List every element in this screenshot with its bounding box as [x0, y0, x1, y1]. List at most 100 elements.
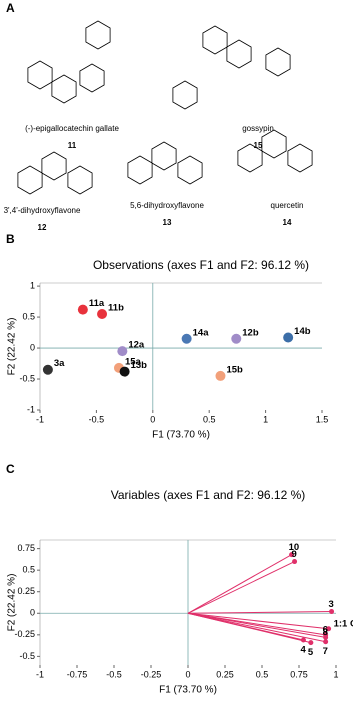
panel-label: B: [6, 232, 15, 246]
x-tick-label: -1: [36, 414, 44, 424]
vector-tip: [329, 609, 335, 615]
vector-label: 7: [323, 646, 328, 657]
ring: [177, 155, 203, 185]
point: [97, 308, 108, 319]
vector-tip: [292, 559, 298, 565]
compound-name: (-)-epigallocatechin gallate: [25, 124, 119, 133]
ring: [287, 143, 313, 173]
compound-name: 3',4'-dihydroxyflavone: [4, 206, 81, 215]
y-tick-label: 0.25: [17, 586, 35, 596]
ring: [51, 74, 77, 104]
point-label: 3a: [54, 358, 65, 369]
y-tick-label: -0.5: [19, 373, 35, 383]
vector: [187, 561, 295, 614]
vector: [187, 612, 311, 644]
point-label: 11b: [108, 302, 124, 313]
point: [181, 333, 192, 344]
vector-label: 6: [323, 624, 328, 635]
compound-number: 15: [254, 141, 263, 150]
vector-tip: [323, 634, 329, 640]
y-tick-label: 0.5: [22, 565, 35, 575]
compound-name: quercetin: [271, 201, 304, 210]
point-label: 13b: [131, 360, 148, 371]
x-axis-label: F1 (73.70 %): [152, 430, 210, 441]
vector-tip: [308, 640, 314, 646]
point: [42, 364, 53, 375]
vector-label: 9: [292, 549, 297, 560]
point-label: 14b: [294, 326, 311, 337]
vector-tip: [289, 552, 295, 558]
point-label: 15b: [226, 364, 243, 375]
vector-label: 3: [329, 599, 334, 610]
ring: [172, 80, 198, 110]
panel-label: C: [6, 462, 15, 476]
vector-label: 5: [308, 647, 314, 658]
point-label: 12a: [128, 340, 145, 351]
x-tick-label: 0.25: [216, 669, 234, 679]
x-tick-label: -0.75: [67, 669, 88, 679]
vector: [187, 611, 332, 614]
vector: [187, 612, 326, 643]
point-label: 12b: [242, 327, 259, 338]
compound-number: 13: [163, 218, 172, 227]
vector-label: 1:1 CP: [334, 618, 353, 629]
point-label: 11a: [89, 298, 105, 309]
y-axis-label: F2 (22.42 %): [7, 318, 18, 376]
y-tick-label: -0.25: [14, 629, 35, 639]
ring: [261, 129, 287, 159]
vector: [187, 612, 326, 638]
x-tick-label: 0: [185, 669, 190, 679]
x-tick-label: -0.25: [141, 669, 162, 679]
x-tick-label: 1: [263, 414, 268, 424]
ring: [27, 60, 53, 90]
vector-tip: [323, 639, 329, 645]
x-tick-label: 0.5: [256, 669, 269, 679]
compound-number: 11: [68, 141, 77, 150]
point-label: 15a: [125, 356, 142, 367]
y-tick-label: 0: [30, 608, 35, 618]
vector-label: 4: [300, 645, 306, 656]
x-tick-label: -0.5: [89, 414, 105, 424]
x-tick-label: 1.5: [316, 414, 329, 424]
y-tick-label: 1: [30, 280, 35, 290]
vector-tip: [326, 626, 332, 632]
x-tick-label: 0.75: [290, 669, 308, 679]
x-tick-label: 0.5: [203, 414, 216, 424]
ring: [17, 165, 43, 195]
y-tick-label: 0.5: [22, 311, 35, 321]
ring: [67, 165, 93, 195]
ring: [41, 151, 67, 181]
ring: [226, 39, 252, 69]
compound-number: 14: [283, 218, 292, 227]
ring: [202, 25, 228, 55]
y-tick-label: -1: [27, 404, 35, 414]
point: [77, 304, 88, 315]
point: [283, 332, 294, 343]
chart-title: Variables (axes F1 and F2: 96.12 %): [111, 488, 306, 502]
ring: [127, 155, 153, 185]
point: [215, 370, 226, 381]
chart-title: Observations (axes F1 and F2: 96.12 %): [93, 258, 309, 272]
compound-name: 5,6-dihydroxyflavone: [130, 201, 204, 210]
vector: [187, 612, 329, 630]
point: [231, 333, 242, 344]
y-axis-label: F2 (22.42 %): [7, 574, 18, 632]
compound-number: 12: [38, 223, 47, 232]
compound-name: gossypin: [242, 124, 274, 133]
ring: [85, 20, 111, 50]
x-tick-label: 0: [150, 414, 155, 424]
y-tick-label: -0.5: [19, 651, 35, 661]
x-tick-label: -1: [36, 669, 44, 679]
x-tick-label: 1: [333, 669, 338, 679]
vector-label: 10: [289, 542, 300, 553]
ring: [79, 63, 105, 93]
vector-label: 8: [323, 627, 328, 638]
x-axis-label: F1 (73.70 %): [159, 685, 217, 696]
ring: [265, 47, 291, 77]
vector: [187, 554, 292, 614]
panel-label: A: [6, 1, 15, 15]
point: [119, 366, 130, 377]
point: [117, 346, 128, 357]
y-tick-label: 0.75: [17, 543, 35, 553]
